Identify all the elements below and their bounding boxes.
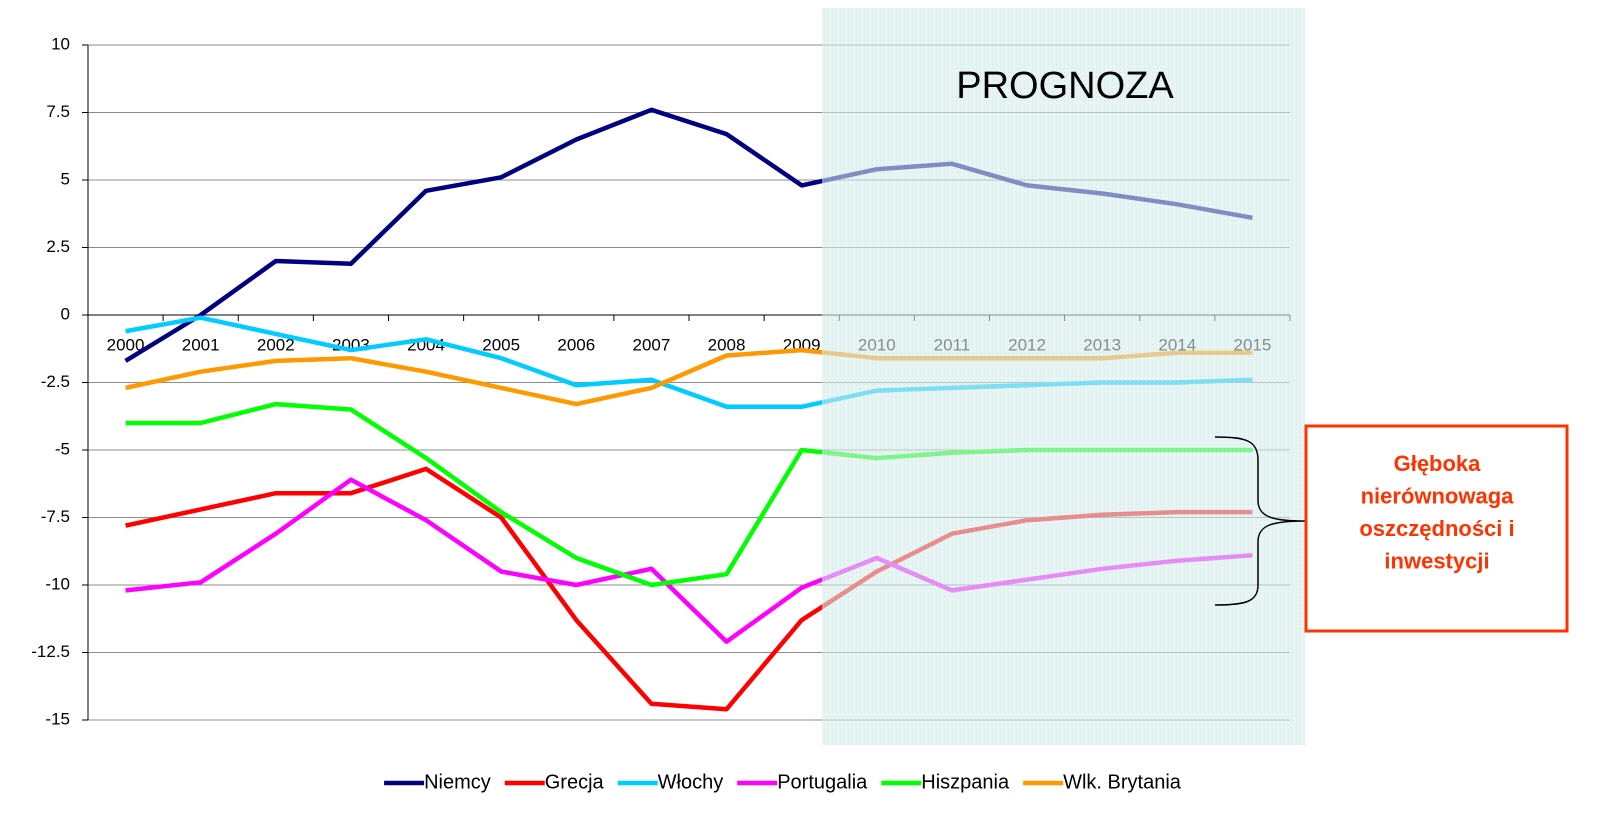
y-tick-label: -5 [55,439,70,458]
x-tick-label: 2007 [633,335,671,354]
y-tick-label: -10 [45,574,70,593]
legend-label: Wlk. Brytania [1063,771,1182,793]
annotation-box [1304,424,1569,633]
x-tick-label: 2002 [257,335,295,354]
x-tick-label: 2000 [107,335,145,354]
y-tick-label: -2.5 [41,372,70,391]
legend-label: Portugalia [777,771,868,793]
y-tick-label: 5 [61,169,70,188]
forecast-region [822,8,1305,745]
y-tick-label: -7.5 [41,507,70,526]
annotation-text: nierównowaga [1361,483,1515,508]
forecast-label: PROGNOZA [956,65,1174,107]
x-tick-label: 2006 [557,335,595,354]
y-tick-label: 2.5 [46,237,70,256]
y-tick-label: 10 [51,34,70,53]
legend-label: Włochy [658,771,724,793]
y-tick-label: -15 [45,709,70,728]
y-tick-label: 0 [61,304,70,323]
annotation-text: Głęboka [1394,451,1482,476]
x-tick-label: 2008 [708,335,746,354]
y-tick-label: -12.5 [31,642,70,661]
legend-label: Niemcy [424,771,491,793]
x-tick-label: 2001 [182,335,220,354]
annotation-text: oszczędności i [1359,516,1514,541]
legend-label: Grecja [545,771,605,793]
y-tick-label: 7.5 [46,102,70,121]
annotation-text: inwestycji [1384,548,1489,573]
legend-label: Hiszpania [921,771,1010,793]
x-tick-label: 2005 [482,335,520,354]
